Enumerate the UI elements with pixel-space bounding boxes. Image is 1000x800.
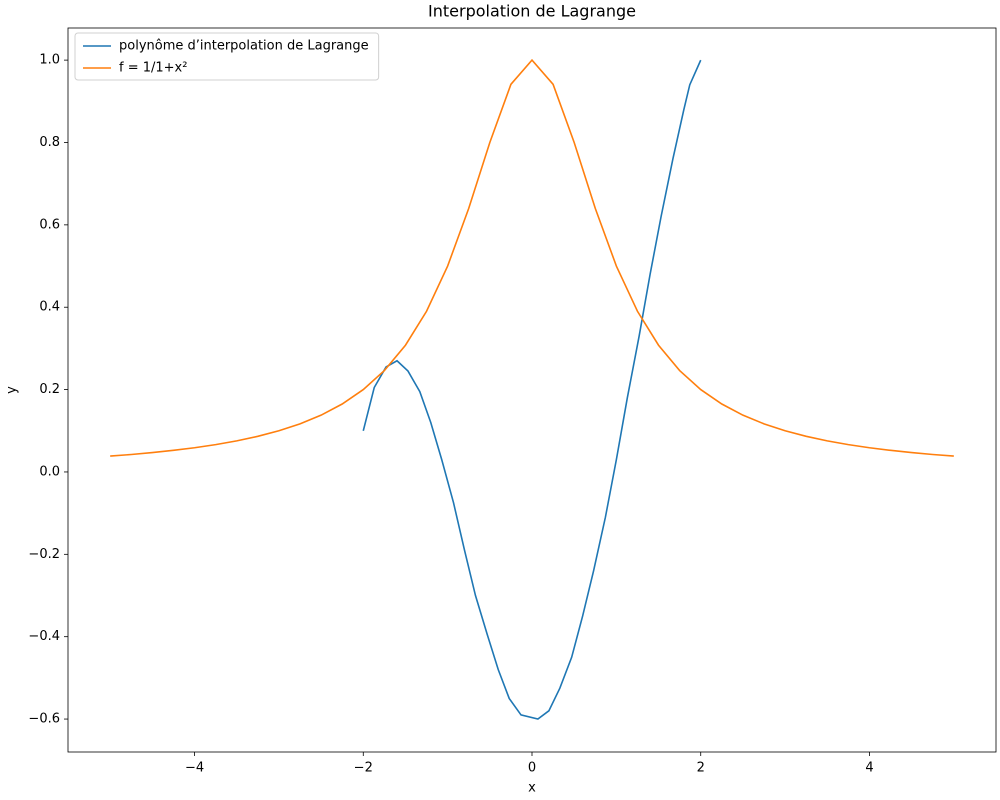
y-tick-label: −0.2 [28,547,60,562]
legend-label: polynôme d’interpolation de Lagrange [119,39,369,54]
y-tick-label: 0.0 [39,464,60,479]
x-axis-label: x [528,781,536,796]
x-tick-label: 2 [697,761,705,776]
x-tick-label: −4 [185,761,204,776]
x-tick-label: 0 [528,761,536,776]
y-tick-label: −0.6 [28,712,60,727]
y-tick-label: 1.0 [39,53,60,68]
y-tick-label: −0.4 [28,629,60,644]
legend: polynôme d’interpolation de Lagrange f = … [74,32,380,81]
chart-title: Interpolation de Lagrange [428,2,636,21]
x-tick-label: 4 [865,761,873,776]
x-tick-label: −2 [354,761,373,776]
legend-label: f = 1/1+x² [119,61,187,76]
series-line [110,58,954,457]
y-tick-label: 0.2 [39,382,60,397]
series-line [362,59,702,720]
y-tick-label: 0.8 [39,135,60,150]
legend-box [74,32,380,81]
y-axis-label: y [5,386,20,394]
y-tick-label: 0.6 [39,217,60,232]
plot-area [110,58,954,720]
y-tick-label: 0.4 [39,300,60,315]
